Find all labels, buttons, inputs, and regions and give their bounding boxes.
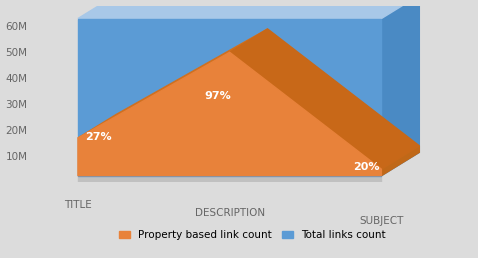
Polygon shape	[78, 19, 381, 176]
Polygon shape	[381, 0, 419, 176]
Text: TITLE: TITLE	[64, 200, 92, 210]
Legend: Property based link count, Total links count: Property based link count, Total links c…	[115, 226, 390, 244]
Polygon shape	[78, 176, 381, 182]
Text: 27%: 27%	[86, 132, 112, 142]
Text: 97%: 97%	[204, 91, 231, 101]
Polygon shape	[78, 52, 381, 176]
Text: 20%: 20%	[353, 162, 380, 172]
Polygon shape	[78, 152, 419, 176]
Text: SUBJECT: SUBJECT	[359, 216, 403, 226]
Polygon shape	[78, 0, 419, 19]
Polygon shape	[381, 146, 419, 176]
Polygon shape	[229, 29, 419, 169]
Text: DESCRIPTION: DESCRIPTION	[195, 208, 265, 218]
Polygon shape	[78, 29, 268, 138]
